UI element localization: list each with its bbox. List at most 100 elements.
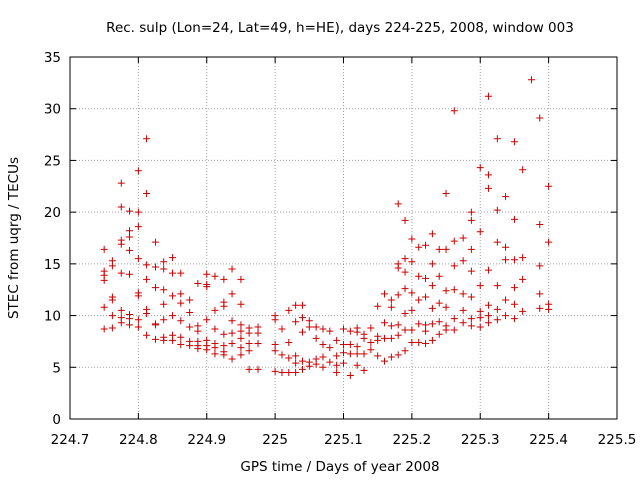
data-point [510, 284, 518, 292]
data-point [394, 331, 402, 339]
data-point [367, 324, 375, 332]
data-point [203, 316, 211, 324]
data-point [484, 184, 492, 192]
data-point [340, 341, 347, 349]
data-point [401, 326, 409, 334]
data-point [484, 266, 492, 274]
data-point [467, 315, 475, 323]
data-point [312, 360, 320, 368]
data-point [519, 307, 527, 315]
data-point [298, 357, 306, 365]
data-point [177, 299, 185, 307]
data-point [228, 317, 236, 325]
data-point [125, 321, 133, 329]
data-point [353, 361, 361, 369]
data-point [160, 316, 168, 324]
data-point [435, 299, 443, 307]
data-point [298, 365, 306, 373]
data-point [305, 362, 313, 370]
data-point [394, 321, 402, 329]
data-point [374, 352, 382, 360]
data-point [237, 321, 245, 329]
data-point [203, 283, 211, 291]
data-point [536, 262, 544, 270]
y-tick-label: 35 [44, 50, 61, 66]
data-point [186, 308, 194, 316]
tick-labels: 224.7 224.8 224.9 225 225.1 225.2 225.3 225.4 22… [44, 50, 637, 448]
data-point [134, 323, 142, 331]
data-point [381, 319, 389, 327]
data-point [271, 341, 279, 349]
data-point [160, 300, 168, 308]
x-tick-label: 225 [262, 432, 288, 448]
data-point [502, 243, 510, 251]
data-point [125, 246, 133, 254]
data-point [493, 316, 501, 324]
data-point [493, 282, 501, 290]
x-tick-label: 224.9 [187, 432, 226, 448]
data-point [442, 245, 450, 253]
data-point [319, 341, 327, 349]
data-point [415, 272, 423, 280]
data-point [360, 334, 368, 342]
data-point [319, 363, 327, 371]
data-point [278, 325, 286, 333]
data-point [428, 260, 436, 268]
data-point [326, 327, 334, 335]
data-point [442, 190, 450, 198]
data-point [401, 255, 409, 263]
data-point [401, 310, 409, 318]
data-point [493, 305, 501, 313]
data-point [502, 296, 510, 304]
data-point [285, 338, 293, 346]
data-point [143, 275, 151, 283]
data-point [211, 344, 219, 352]
data-point [169, 292, 177, 300]
data-point [169, 336, 177, 344]
data-point [117, 240, 125, 248]
data-point [408, 258, 416, 266]
data-point [467, 293, 475, 301]
data-point [220, 275, 228, 283]
data-point [442, 303, 450, 311]
data-point [100, 303, 108, 311]
data-point [346, 341, 354, 349]
data-point [502, 193, 510, 201]
data-point [340, 325, 347, 333]
y-tick-label: 5 [52, 360, 61, 376]
data-point [194, 327, 202, 335]
data-point [108, 296, 116, 304]
data-point [160, 286, 168, 294]
data-point [381, 357, 389, 365]
data-point [108, 312, 116, 320]
data-point [333, 368, 341, 376]
data-point [292, 368, 300, 376]
data-point [476, 323, 484, 331]
data-point [422, 321, 430, 329]
x-axis-label: GPS time / Days of year 2008 [240, 459, 439, 475]
y-tick-label: 0 [52, 412, 61, 428]
data-point [237, 300, 245, 308]
data-point [237, 334, 245, 342]
data-point [422, 293, 430, 301]
x-tick-label: 224.8 [119, 432, 158, 448]
x-tick-label: 225.1 [324, 432, 363, 448]
data-point [254, 365, 262, 373]
data-point [415, 320, 423, 328]
data-point [326, 344, 334, 352]
data-point [428, 304, 436, 312]
data-point [125, 207, 133, 215]
data-point [117, 269, 125, 277]
x-tick-label: 225.4 [529, 432, 568, 448]
data-point [220, 302, 228, 310]
data-point [387, 334, 395, 342]
data-point [134, 255, 142, 263]
y-tick-label: 20 [44, 205, 61, 221]
data-point [271, 367, 279, 375]
data-point [401, 347, 409, 355]
data-point [442, 287, 450, 295]
data-point [545, 305, 553, 313]
data-point [374, 336, 382, 344]
data-point [312, 323, 320, 331]
data-point [340, 349, 347, 357]
